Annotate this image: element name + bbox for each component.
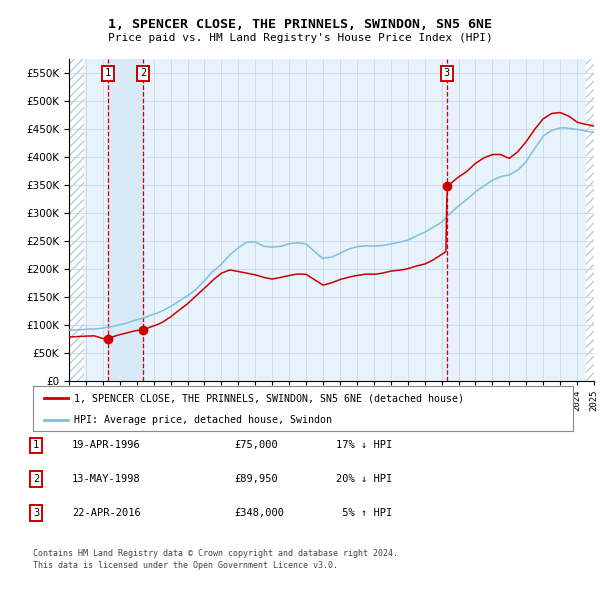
Bar — [69, 59, 84, 381]
Text: 1: 1 — [105, 68, 111, 78]
Text: 5% ↑ HPI: 5% ↑ HPI — [336, 509, 392, 518]
Text: 2: 2 — [140, 68, 146, 78]
Text: 20% ↓ HPI: 20% ↓ HPI — [336, 474, 392, 484]
Text: £348,000: £348,000 — [234, 509, 284, 518]
Text: 19-APR-1996: 19-APR-1996 — [72, 441, 141, 450]
Text: 3: 3 — [33, 509, 39, 518]
Text: 17% ↓ HPI: 17% ↓ HPI — [336, 441, 392, 450]
Text: This data is licensed under the Open Government Licence v3.0.: This data is licensed under the Open Gov… — [33, 560, 338, 570]
Text: 1, SPENCER CLOSE, THE PRINNELS, SWINDON, SN5 6NE: 1, SPENCER CLOSE, THE PRINNELS, SWINDON,… — [108, 18, 492, 31]
Text: Contains HM Land Registry data © Crown copyright and database right 2024.: Contains HM Land Registry data © Crown c… — [33, 549, 398, 558]
Text: 22-APR-2016: 22-APR-2016 — [72, 509, 141, 518]
Text: £75,000: £75,000 — [234, 441, 278, 450]
Text: 1, SPENCER CLOSE, THE PRINNELS, SWINDON, SN5 6NE (detached house): 1, SPENCER CLOSE, THE PRINNELS, SWINDON,… — [74, 394, 464, 404]
Text: 13-MAY-1998: 13-MAY-1998 — [72, 474, 141, 484]
Bar — [108, 59, 143, 381]
Text: £89,950: £89,950 — [234, 474, 278, 484]
Bar — [586, 59, 594, 381]
Text: Price paid vs. HM Land Registry's House Price Index (HPI): Price paid vs. HM Land Registry's House … — [107, 33, 493, 42]
Text: 2: 2 — [33, 474, 39, 484]
Text: HPI: Average price, detached house, Swindon: HPI: Average price, detached house, Swin… — [74, 415, 331, 425]
Text: 3: 3 — [444, 68, 450, 78]
Text: 1: 1 — [33, 441, 39, 450]
